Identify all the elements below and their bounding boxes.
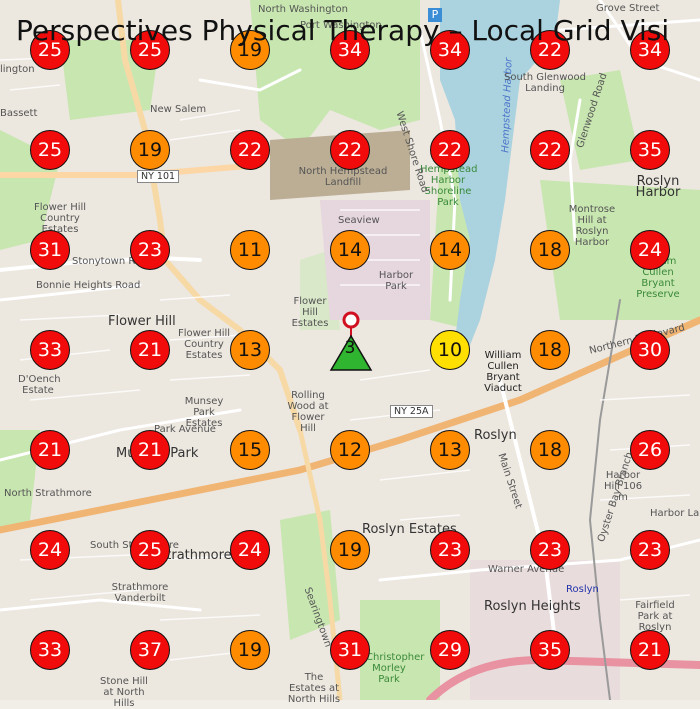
grid-pin[interactable]: 11 xyxy=(230,230,270,270)
map-label-bassett: Bassett xyxy=(0,108,38,119)
map-label-port-washington: Port Washington xyxy=(300,20,382,31)
grid-pin[interactable]: 21 xyxy=(630,630,670,670)
map-label-estates-north-hills: The Estates at North Hills xyxy=(287,672,341,705)
map-label-roslyn-harbor: Roslyn Harbor xyxy=(635,174,681,200)
grid-pin[interactable]: 30 xyxy=(630,330,670,370)
map-label-roslyn-estates: Roslyn Estates xyxy=(362,522,457,537)
grid-pin[interactable]: 12 xyxy=(330,430,370,470)
grid-pin[interactable]: 23 xyxy=(530,530,570,570)
map-label-north-washington: North Washington xyxy=(258,4,348,15)
map-label-north-strathmore: North Strathmore xyxy=(4,488,92,499)
map-label-montrose-hill: Montrose Hill at Roslyn Harbor xyxy=(568,204,616,248)
grid-pin[interactable]: 31 xyxy=(330,630,370,670)
grid-pin[interactable]: 19 xyxy=(330,530,370,570)
grid-pin[interactable]: 26 xyxy=(630,430,670,470)
grid-pin[interactable]: 22 xyxy=(530,30,570,70)
map-label-flower-hill: Flower Hill xyxy=(108,314,176,329)
grid-pin[interactable]: 23 xyxy=(630,530,670,570)
grid-pin[interactable]: 25 xyxy=(130,530,170,570)
grid-pin[interactable]: 29 xyxy=(430,630,470,670)
grid-pin[interactable]: 24 xyxy=(630,230,670,270)
map-label-roslyn-station: Roslyn xyxy=(566,584,599,595)
grid-pin[interactable]: 35 xyxy=(630,130,670,170)
map-label-flower-hill-country-estates: Flower Hill Country Estates xyxy=(33,202,87,235)
map-label-strathmore: Strathmore xyxy=(158,548,232,563)
center-rank-label: 3 xyxy=(344,338,356,358)
grid-pin[interactable]: 21 xyxy=(130,330,170,370)
map-label-bonnie-heights-road: Bonnie Heights Road xyxy=(36,280,141,291)
grid-pin[interactable]: 33 xyxy=(30,330,70,370)
map-label-park-avenue: Park Avenue xyxy=(154,424,216,435)
map-label-christopher-morley-park: Christopher Morley Park xyxy=(366,652,425,685)
map-label-south-glenwood: South Glenwood Landing xyxy=(503,72,587,94)
report-title: Perspectives Physical Therapy – Local Gr… xyxy=(16,14,670,47)
grid-pin[interactable]: 23 xyxy=(130,230,170,270)
grid-pin[interactable]: 35 xyxy=(530,630,570,670)
map-label-bryant-viaduct: William Cullen Bryant Viaduct xyxy=(484,350,522,394)
map-label-rolling-wood: Rolling Wood at Flower Hill xyxy=(287,390,329,434)
grid-pin[interactable]: 14 xyxy=(430,230,470,270)
business-location-marker[interactable] xyxy=(328,310,374,374)
map-label-seaview: Seaview xyxy=(338,215,380,226)
map-label-harbor-park: Harbor Park xyxy=(378,270,414,292)
ny25a-shield: NY 25A xyxy=(390,405,433,418)
grid-pin[interactable]: 23 xyxy=(430,530,470,570)
grid-pin[interactable]: 19 xyxy=(230,630,270,670)
grid-pin[interactable]: 19 xyxy=(130,130,170,170)
grid-pin[interactable]: 25 xyxy=(130,30,170,70)
grid-pin[interactable]: 22 xyxy=(330,130,370,170)
map-label-lington: lington xyxy=(0,64,35,75)
grid-pin[interactable]: 22 xyxy=(530,130,570,170)
map-label-stonytown-road: Stonytown Road xyxy=(72,256,154,267)
ny101-shield: NY 101 xyxy=(137,170,180,183)
map-label-doench-estate: D'Oench Estate xyxy=(18,374,61,396)
grid-pin[interactable]: 18 xyxy=(530,330,570,370)
grid-pin[interactable]: 24 xyxy=(230,530,270,570)
grid-pin[interactable]: 22 xyxy=(430,130,470,170)
grid-pin[interactable]: 31 xyxy=(30,230,70,270)
map-label-flower-hill-country-estates-2: Flower Hill Country Estates xyxy=(177,328,231,361)
grid-pin[interactable]: 33 xyxy=(30,630,70,670)
grid-pin[interactable]: 25 xyxy=(30,30,70,70)
grid-pin[interactable]: 13 xyxy=(430,430,470,470)
location-pin-icon xyxy=(342,311,360,329)
grid-pin[interactable]: 15 xyxy=(230,430,270,470)
grid-pin[interactable]: 34 xyxy=(430,30,470,70)
parking-icon: P xyxy=(428,8,442,22)
grid-pin[interactable]: 21 xyxy=(30,430,70,470)
grid-pin[interactable]: 22 xyxy=(230,130,270,170)
map-label-strathmore-vanderbilt: Strathmore Vanderbilt xyxy=(111,582,169,604)
map-label-new-salem: New Salem xyxy=(150,104,207,115)
grid-pin[interactable]: 18 xyxy=(530,430,570,470)
map-label-landfill: North Hempstead Landfill xyxy=(298,166,388,188)
map-label-harbor-hill: Harbor Hill 106 m xyxy=(603,470,643,503)
grid-pin[interactable]: 14 xyxy=(330,230,370,270)
grid-pin[interactable]: 25 xyxy=(30,130,70,170)
map-label-grove-street: Grove Street xyxy=(596,3,660,14)
grid-pin[interactable]: 10 xyxy=(430,330,470,370)
hempstead-harbor-water xyxy=(440,0,560,345)
map-label-flower-hill-estates: Flower Hill Estates xyxy=(291,296,329,329)
grid-pin[interactable]: 13 xyxy=(230,330,270,370)
map-label-harbor-lane: Harbor La xyxy=(650,508,700,519)
grid-pin[interactable]: 34 xyxy=(330,30,370,70)
map-label-warner-avenue: Warner Avenue xyxy=(488,564,565,575)
map-label-roslyn-heights: Roslyn Heights xyxy=(484,599,581,614)
grid-pin[interactable]: 34 xyxy=(630,30,670,70)
center-triangle-icon xyxy=(329,334,373,371)
map-label-roslyn: Roslyn xyxy=(474,428,517,443)
grid-pin[interactable]: 18 xyxy=(530,230,570,270)
map-label-stone-hill: Stone Hill at North Hills xyxy=(100,676,148,709)
map-label-munsey-park-estates: Munsey Park Estates xyxy=(184,396,224,429)
grid-pin[interactable]: 21 xyxy=(130,430,170,470)
map-label-fairfield-park: Fairfield Park at Roslyn xyxy=(635,600,675,633)
grid-pin[interactable]: 19 xyxy=(230,30,270,70)
grid-pin[interactable]: 24 xyxy=(30,530,70,570)
grid-pin[interactable]: 37 xyxy=(130,630,170,670)
